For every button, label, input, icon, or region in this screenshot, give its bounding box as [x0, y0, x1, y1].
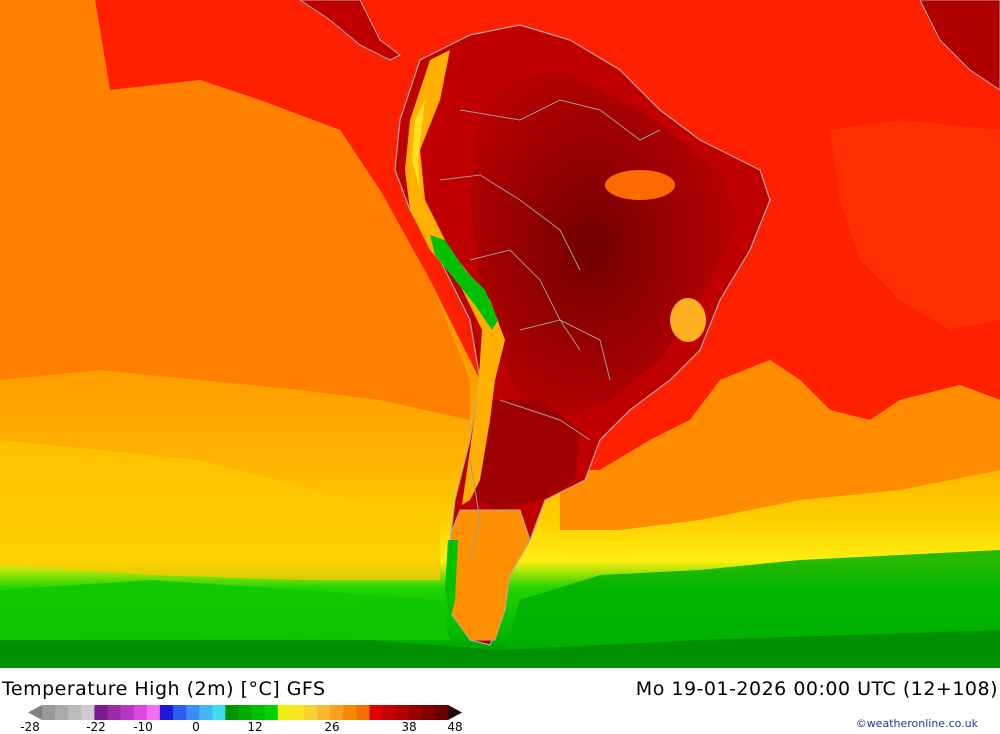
south-atlantic-orange	[560, 360, 1000, 530]
legend-label: -22	[86, 720, 106, 734]
legend-label: 0	[192, 720, 200, 734]
southern-hot-area	[470, 400, 580, 510]
legend-swatch	[186, 705, 200, 720]
legend-swatch	[356, 705, 370, 720]
legend-swatch	[42, 705, 56, 720]
legend-label: 12	[247, 720, 263, 734]
northeast-warm-spot	[605, 170, 675, 200]
legend-swatch	[369, 705, 383, 720]
africa-corner-land	[919, 0, 1000, 91]
legend-swatch	[199, 705, 213, 720]
legend-swatch	[133, 705, 148, 720]
legend-arrow-low	[28, 705, 42, 720]
southeast-warm-spot	[670, 298, 706, 342]
credit-link[interactable]: ©weatheronline.co.uk	[855, 717, 978, 730]
forecast-datetime: Mo 19-01-2026 00:00 UTC (12+108)	[635, 678, 998, 700]
legend-swatch	[159, 705, 174, 720]
andes-green-patch	[430, 235, 498, 330]
legend-swatch	[395, 705, 410, 720]
patagonia-west-coast	[445, 540, 458, 620]
legend-swatch	[382, 705, 397, 720]
color-legend	[28, 705, 462, 720]
legend-swatch	[81, 705, 95, 720]
legend-arrow-high	[448, 705, 462, 720]
legend-label: -10	[133, 720, 153, 734]
legend-swatch	[146, 705, 161, 720]
legend-swatch	[303, 705, 318, 720]
map-title: Temperature High (2m) [°C] GFS	[2, 678, 326, 700]
legend-swatch	[317, 705, 331, 720]
legend-swatch	[408, 705, 423, 720]
legend-label: 26	[324, 720, 340, 734]
legend-swatch	[68, 705, 82, 720]
country-borders	[439, 99, 661, 561]
legend-swatch	[277, 705, 292, 720]
legend-swatch	[434, 705, 449, 720]
pacific-yellow-band	[0, 440, 440, 580]
legend-label: 38	[401, 720, 417, 734]
temperature-map	[0, 0, 1000, 668]
legend-swatch	[290, 705, 305, 720]
interior-heat-core	[470, 70, 740, 420]
legend-swatch	[107, 705, 121, 720]
legend-swatch	[55, 705, 69, 720]
legend-swatch	[330, 705, 344, 720]
legend-swatch	[172, 705, 187, 720]
east-orange-zone	[830, 120, 1000, 330]
legend-label: 48	[447, 720, 463, 734]
legend-swatch	[421, 705, 436, 720]
southwest-green-band	[0, 580, 450, 640]
map-footer	[0, 668, 1000, 733]
legend-swatch	[251, 705, 266, 720]
andes-yellow-band	[412, 100, 425, 190]
legend-swatch	[343, 705, 357, 720]
legend-swatch	[225, 705, 239, 720]
legend-swatch	[238, 705, 252, 720]
legend-label: -28	[20, 720, 40, 734]
legend-swatch	[120, 705, 135, 720]
legend-swatch	[264, 705, 279, 720]
legend-swatch	[212, 705, 226, 720]
central-america-land	[299, 0, 401, 61]
legend-swatch	[94, 705, 108, 720]
west-orange-zone	[0, 0, 470, 420]
